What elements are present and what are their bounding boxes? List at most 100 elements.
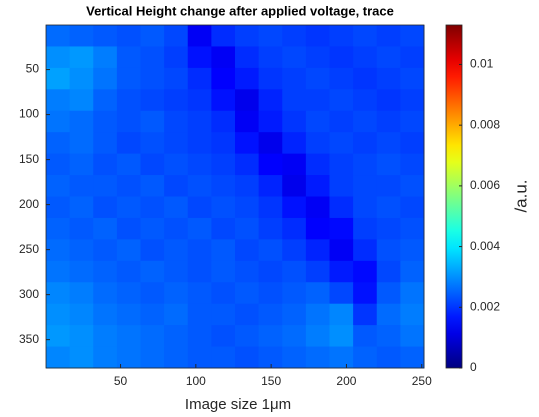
heatmap-cell [329,153,354,176]
heatmap-cell [400,346,425,369]
heatmap-cell [116,153,141,176]
heatmap-cell [235,25,260,47]
heatmap-cell [164,175,189,197]
heatmap-cell [353,175,378,197]
heatmap-cell [211,89,236,112]
heatmap-cell [235,67,260,90]
heatmap-cell [353,260,378,283]
heatmap-cell [93,282,118,305]
heatmap-cell [400,132,425,155]
heatmap-cell [46,196,71,219]
heatmap-cell [400,196,425,219]
heatmap-cell [353,132,378,155]
heatmap-cell [116,282,141,305]
heatmap-cell [235,303,260,326]
heatmap-cell [187,196,212,219]
heatmap-cell [400,260,425,283]
heatmap-cell [164,46,189,69]
heatmap-cell [400,303,425,326]
heatmap-cell [164,67,189,90]
heatmap-cell [116,132,141,155]
heatmap-cell [187,303,212,326]
heatmap-cell [305,325,330,348]
heatmap-cell [282,325,307,348]
heatmap-cell [282,196,307,219]
heatmap-cell [353,239,378,262]
heatmap-cell [93,325,118,348]
heatmap-cell [211,175,236,197]
heatmap-cell [353,282,378,305]
heatmap-cell [187,110,212,133]
heatmap-cell [46,89,71,112]
heatmap-cell [46,217,71,240]
heatmap-cell [258,67,283,90]
heatmap-cell [235,153,260,176]
heatmap-cell [93,132,118,155]
heatmap-cell [211,239,236,262]
heatmap-cell [211,196,236,219]
heatmap-cell [235,89,260,112]
heatmap-cell [258,89,283,112]
heatmap-cell [282,25,307,47]
heatmap-cell [353,303,378,326]
heatmap-cell [282,346,307,369]
heatmap-cell [187,153,212,176]
heatmap-cell [305,110,330,133]
heatmap-cell [282,153,307,176]
heatmap-cell [211,325,236,348]
heatmap-cell [116,89,141,112]
heatmap-cell [46,25,71,47]
heatmap-cell [187,25,212,47]
heatmap-cell [164,282,189,305]
heatmap-cell [93,303,118,326]
heatmap-cell [282,132,307,155]
heatmap-cell [376,217,401,240]
heatmap-cell [211,217,236,240]
heatmap-cell [187,132,212,155]
y-tick-label: 50 [26,62,40,76]
heatmap-cell [329,89,354,112]
heatmap-cell [211,282,236,305]
heatmap-cell [93,89,118,112]
colorbar-label: /a.u. [511,179,530,212]
heatmap-cell [116,260,141,283]
heatmap-cell [353,217,378,240]
heatmap-cell [235,282,260,305]
heatmap-cell [258,175,283,197]
heatmap-cell [211,132,236,155]
heatmap-cell [164,89,189,112]
heatmap-cell [46,303,71,326]
heatmap-cell [69,282,94,305]
heatmap-cell [140,260,165,283]
heatmap-cell [305,25,330,47]
colorbar [445,24,463,369]
heatmap-cell [400,239,425,262]
heatmap-cell [187,260,212,283]
heatmap-cell [211,46,236,69]
heatmap-cell [93,153,118,176]
heatmap-cell [164,25,189,47]
heatmap-cell [329,346,354,369]
heatmap-cell [282,303,307,326]
y-tick-label: 250 [19,242,39,256]
heatmap-cell [46,132,71,155]
heatmap-cell [258,196,283,219]
heatmap-cell [211,110,236,133]
colorbar-tick-label: 0 [470,360,477,374]
heatmap-cell [235,217,260,240]
heatmap-cell [235,175,260,197]
y-tick-label: 300 [19,287,39,301]
heatmap-cell [400,282,425,305]
heatmap-cell [329,325,354,348]
heatmap-cell [187,282,212,305]
heatmap-cell [353,46,378,69]
heatmap-cell [116,346,141,369]
heatmap-cell [400,46,425,69]
heatmap-cell [282,46,307,69]
heatmap-cell [116,239,141,262]
heatmap-cell [46,175,71,197]
y-tick-label: 350 [19,332,39,346]
heatmap-cell [305,260,330,283]
heatmap-cell [46,325,71,348]
